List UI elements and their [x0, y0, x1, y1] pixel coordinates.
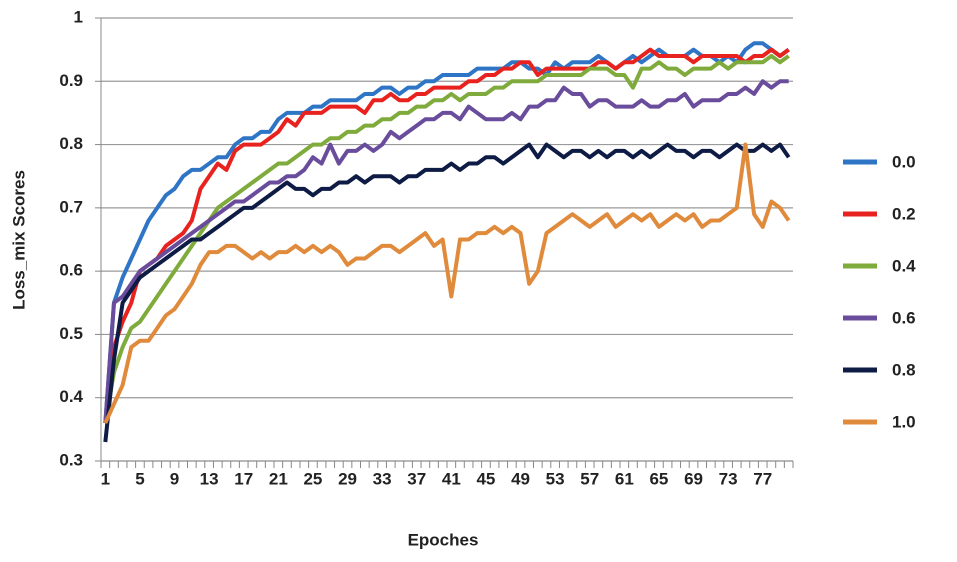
x-tick-label: 77 — [753, 469, 772, 488]
x-tick-label: 49 — [511, 469, 530, 488]
legend-label: 0.4 — [892, 256, 916, 275]
x-tick-label: 69 — [684, 469, 703, 488]
x-tick-label: 9 — [170, 469, 179, 488]
y-tick-label: 1 — [74, 7, 83, 26]
y-tick-label: 0.4 — [59, 387, 83, 406]
x-axis-title: Epoches — [408, 530, 479, 549]
x-tick-label: 45 — [476, 469, 495, 488]
y-tick-label: 0.5 — [59, 324, 83, 343]
y-tick-label: 0.6 — [59, 261, 83, 280]
x-tick-label: 13 — [200, 469, 219, 488]
y-tick-label: 0.9 — [59, 71, 83, 90]
x-tick-label: 5 — [135, 469, 144, 488]
series-line — [103, 53, 790, 424]
legend-label: 0.2 — [892, 204, 916, 223]
legend-label: 1.0 — [892, 412, 916, 431]
series-line — [103, 142, 791, 424]
x-tick-label: 29 — [338, 469, 357, 488]
y-axis-title: Loss_mix Scores — [9, 170, 28, 310]
x-tick-label: 41 — [442, 469, 461, 488]
legend-label: 0.0 — [892, 152, 916, 171]
x-tick-label: 57 — [580, 469, 599, 488]
x-tick-label: 73 — [719, 469, 738, 488]
x-tick-label: 65 — [649, 469, 668, 488]
y-tick-label: 0.8 — [59, 134, 83, 153]
x-tick-label: 25 — [303, 469, 322, 488]
y-tick-label: 0.7 — [59, 197, 83, 216]
x-tick-label: 1 — [101, 469, 110, 488]
y-tick-label: 0.3 — [59, 450, 83, 469]
x-tick-label: 53 — [546, 469, 565, 488]
legend-label: 0.6 — [892, 308, 916, 327]
x-tick-label: 21 — [269, 469, 288, 488]
series-line — [103, 79, 789, 424]
series-line — [103, 142, 791, 443]
x-tick-label: 37 — [407, 469, 426, 488]
x-tick-label: 17 — [234, 469, 253, 488]
series-line — [103, 47, 790, 424]
x-tick-label: 33 — [373, 469, 392, 488]
legend-label: 0.8 — [892, 360, 916, 379]
x-tick-label: 61 — [615, 469, 634, 488]
